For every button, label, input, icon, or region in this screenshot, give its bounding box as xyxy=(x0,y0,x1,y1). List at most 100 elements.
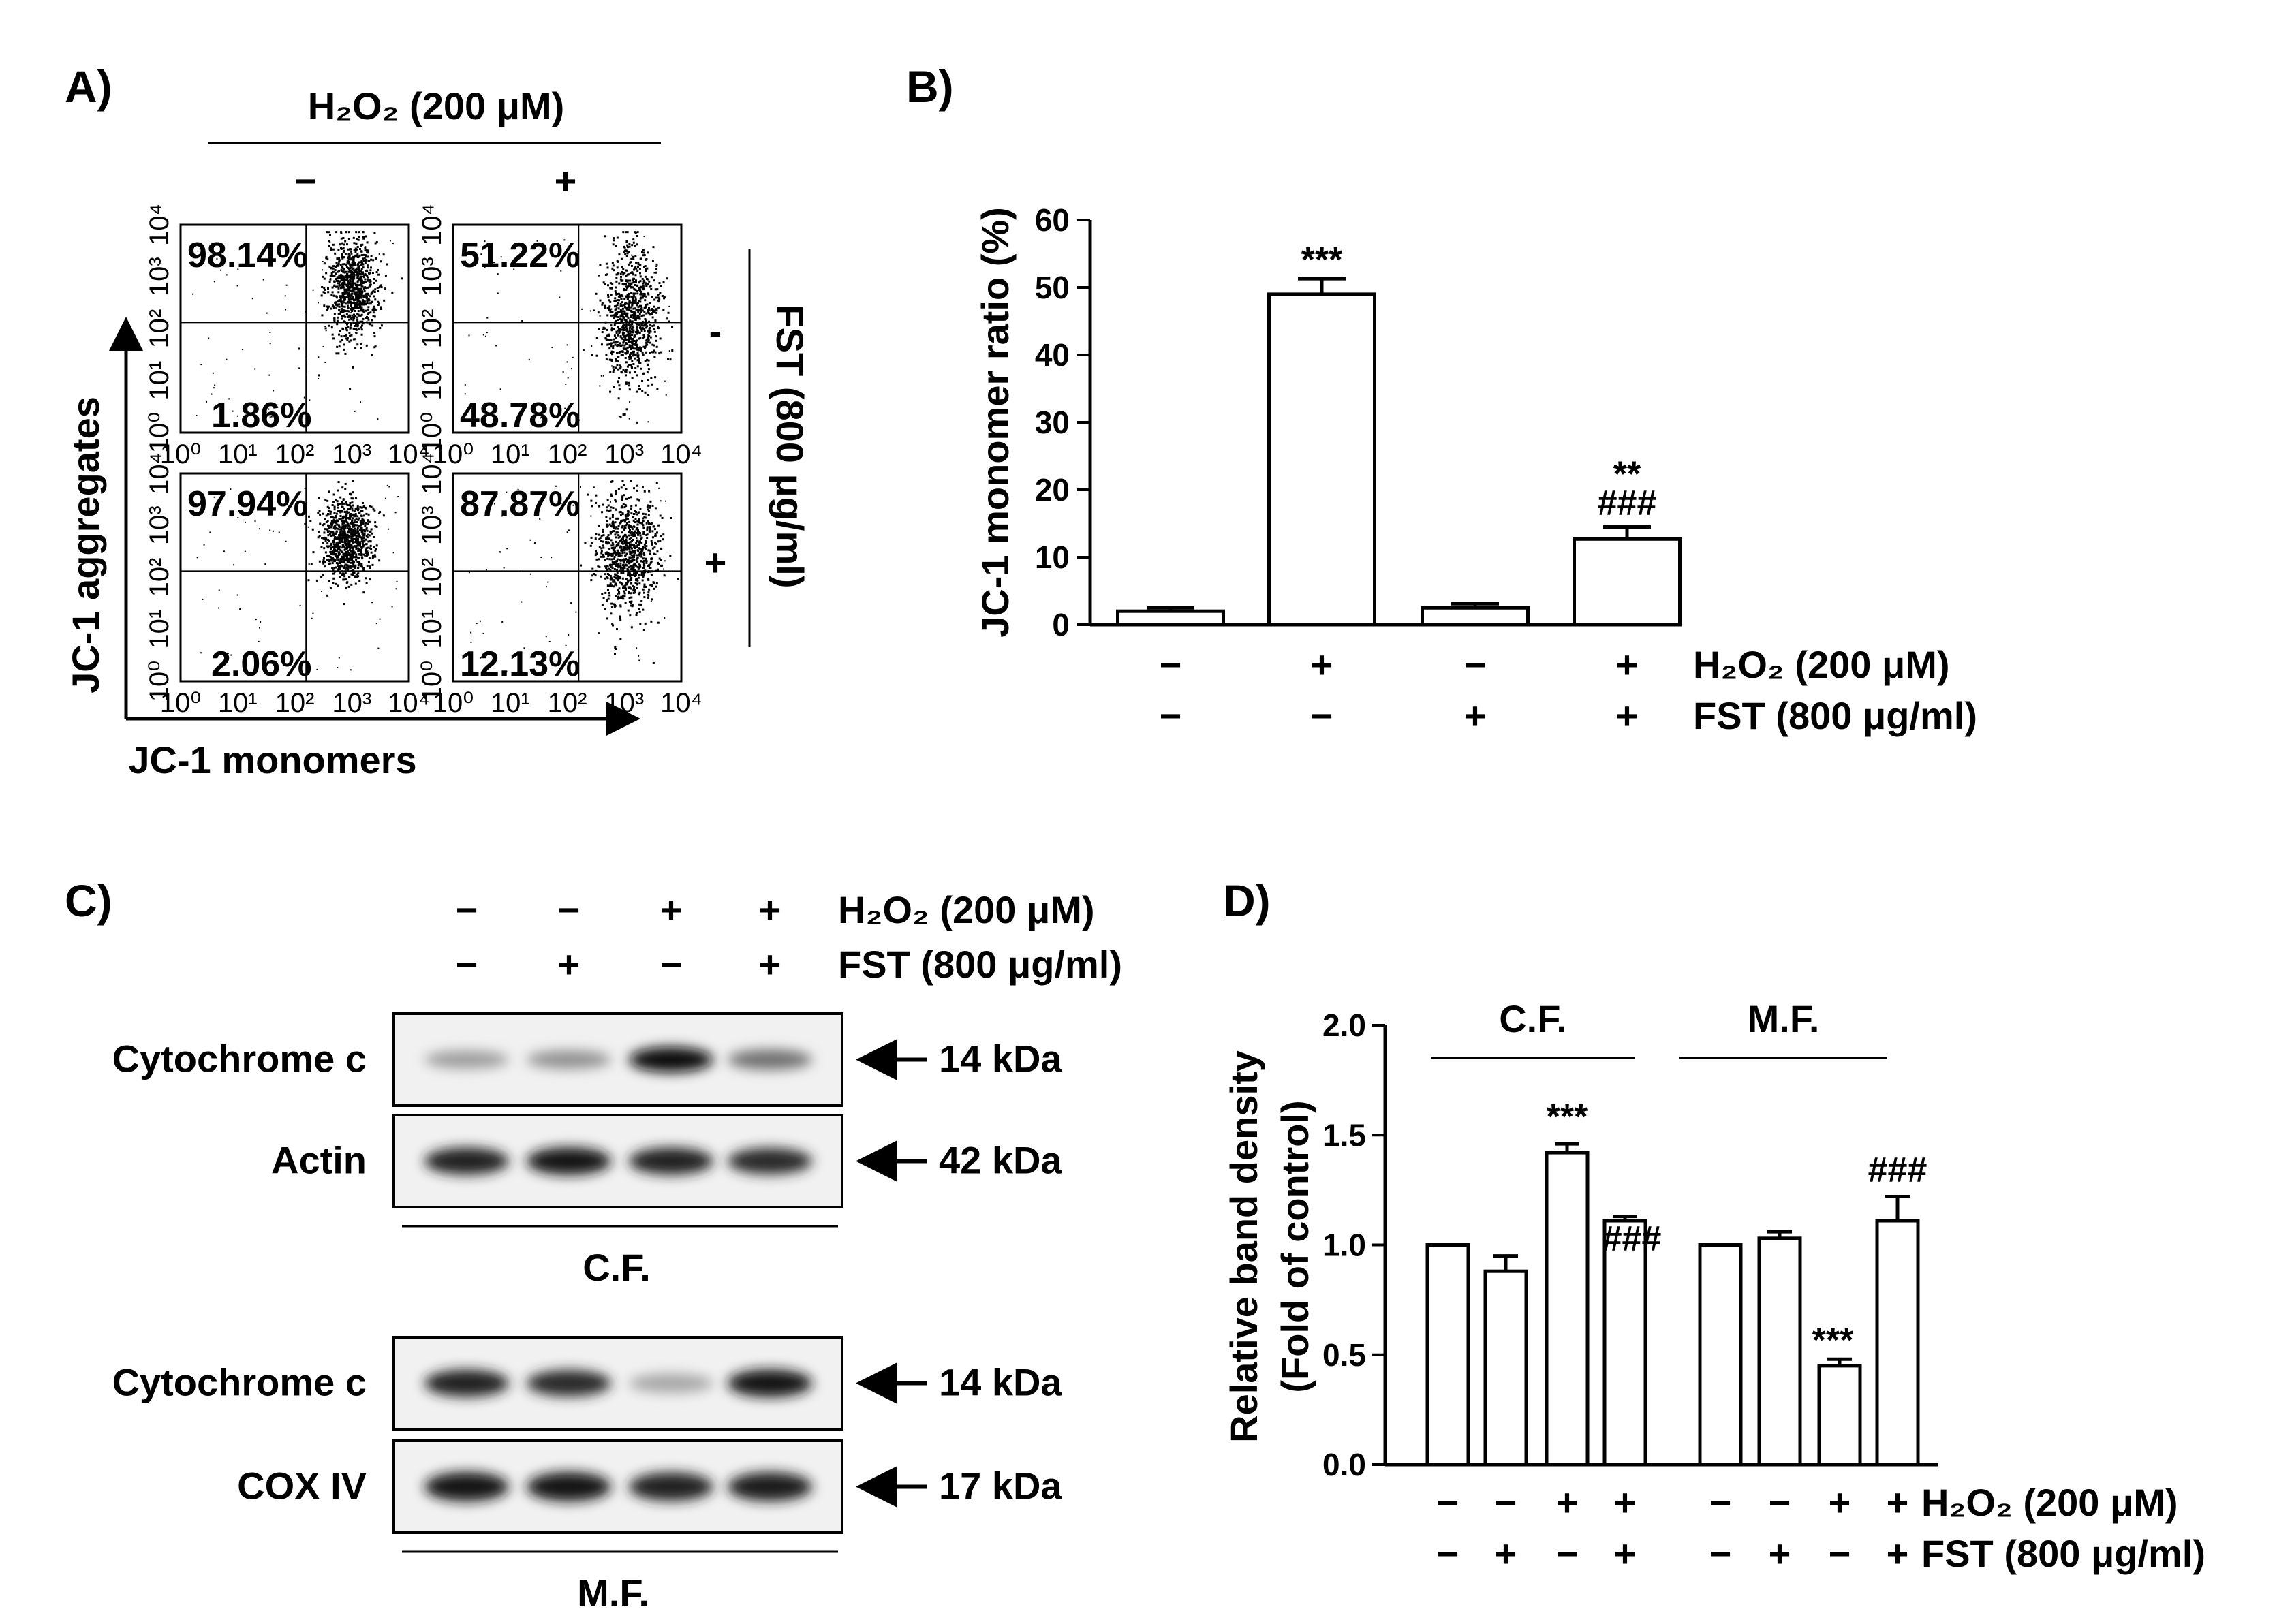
y-tick-label: 2.0 xyxy=(1322,1008,1366,1043)
flow-dot xyxy=(642,287,645,290)
flow-dot xyxy=(325,330,327,332)
flow-dot xyxy=(377,303,380,306)
flow-dot xyxy=(307,526,309,528)
flow-dot xyxy=(365,292,368,295)
blot-protein-label: Cytochrome c xyxy=(112,1361,367,1404)
flow-dot xyxy=(484,266,486,268)
flow-dot xyxy=(614,604,617,606)
flow-dot xyxy=(330,557,333,559)
flow-dot xyxy=(326,305,328,308)
flow-dot xyxy=(654,541,657,544)
flow-dot xyxy=(642,533,645,535)
flow-dot xyxy=(521,320,523,322)
flow-dot xyxy=(618,552,621,555)
flow-dot xyxy=(611,283,614,285)
flow-dot xyxy=(638,388,641,391)
flow-dot xyxy=(646,533,649,536)
flow-dot xyxy=(361,324,364,327)
flow-dot xyxy=(625,361,628,364)
flow-dot xyxy=(661,564,664,567)
flow-dot xyxy=(251,298,253,300)
flow-dot xyxy=(322,261,324,263)
flow-dot xyxy=(341,486,344,489)
flow-dot xyxy=(616,266,619,269)
flow-dot xyxy=(609,287,612,290)
flow-dot xyxy=(358,303,361,306)
flow-dot xyxy=(355,538,358,541)
flow-dot xyxy=(377,418,379,420)
flow-dot xyxy=(628,572,631,574)
flow-dot xyxy=(645,548,647,550)
flow-dot xyxy=(646,267,649,270)
flow-dot xyxy=(617,307,620,310)
flow-dot xyxy=(611,262,614,264)
flow-dot xyxy=(625,307,628,309)
flow-dot xyxy=(635,268,638,270)
flow-dot xyxy=(347,536,350,539)
flow-dot xyxy=(622,317,625,319)
flow-dot xyxy=(618,511,621,514)
flow-dot xyxy=(346,261,349,264)
flow-x-tick-label: 10⁴ xyxy=(388,688,430,718)
flow-dot xyxy=(611,578,614,580)
flow-dot xyxy=(621,480,624,482)
flow-dot xyxy=(622,595,625,597)
flow-dot xyxy=(660,564,662,567)
flow-dot xyxy=(339,572,342,575)
flow-dot xyxy=(615,293,618,296)
flow-dot xyxy=(371,602,373,604)
flow-dot xyxy=(638,289,640,292)
flow-dot xyxy=(333,512,336,514)
flow-dot xyxy=(360,347,362,349)
flow-dot xyxy=(355,297,358,300)
flow-dot xyxy=(621,310,624,313)
flow-dot xyxy=(242,349,244,351)
flow-dot xyxy=(638,567,641,569)
flow-dot xyxy=(357,262,360,265)
flow-dot xyxy=(621,337,624,340)
h2o2-sign: + xyxy=(1614,1481,1637,1524)
flow-dot xyxy=(343,540,346,542)
flow-dot xyxy=(369,269,372,272)
flow-dot xyxy=(343,557,346,560)
flow-dot xyxy=(621,270,623,273)
flow-dot xyxy=(333,525,336,528)
flow-dot xyxy=(362,568,365,571)
flow-dot xyxy=(348,504,351,507)
flow-dot xyxy=(609,509,612,512)
bar xyxy=(1421,606,1530,627)
flow-dot xyxy=(384,497,386,499)
flow-dot xyxy=(347,315,350,318)
flow-dot xyxy=(335,352,338,355)
flow-dot xyxy=(355,535,358,538)
flow-dot xyxy=(604,274,607,277)
flow-dot xyxy=(639,310,642,313)
flow-dot xyxy=(617,566,620,569)
flow-dot xyxy=(662,533,665,536)
flow-dot xyxy=(643,516,646,518)
flow-dot xyxy=(642,254,645,257)
flow-dot xyxy=(365,552,368,555)
flow-dot xyxy=(634,530,636,533)
flow-dot xyxy=(635,326,638,329)
flow-dot xyxy=(365,246,367,248)
flow-dot xyxy=(299,604,301,606)
flow-dot xyxy=(623,335,625,338)
flow-dot xyxy=(572,504,574,506)
flow-dot xyxy=(310,563,313,565)
flow-dot xyxy=(609,574,612,577)
flow-dot xyxy=(540,254,542,256)
flow-dot xyxy=(345,302,347,305)
flow-dot xyxy=(636,561,638,563)
flow-dot xyxy=(337,556,339,559)
flow-dot xyxy=(614,490,617,493)
flow-dot xyxy=(343,281,346,283)
flow-dot xyxy=(628,339,630,341)
flow-dot xyxy=(309,520,312,522)
flow-dot xyxy=(618,587,621,590)
flow-dot xyxy=(355,555,358,558)
flow-y-tick-label: 10⁰ xyxy=(417,661,447,702)
flow-dot xyxy=(347,553,350,556)
flow-dot xyxy=(598,275,600,277)
flow-dot xyxy=(356,286,358,289)
